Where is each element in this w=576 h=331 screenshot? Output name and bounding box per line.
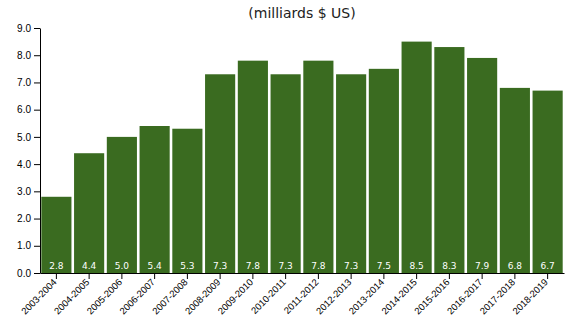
y-tick: 6.0 — [17, 104, 40, 115]
data-label: 7.9 — [475, 261, 490, 271]
y-tick: 8.0 — [17, 50, 40, 61]
x-tick-mark — [154, 273, 155, 279]
x-tick-mark — [121, 273, 122, 279]
y-axis: 0.0 1.0 2.0 3.0 4.0 5.0 6.0 7.0 8.0 9.0 — [17, 23, 40, 279]
bar — [238, 61, 268, 273]
y-tick-mark — [34, 55, 40, 56]
y-tick-label: 1.0 — [17, 240, 31, 251]
bar — [500, 88, 530, 273]
data-label: 7.8 — [246, 261, 261, 271]
bar — [402, 42, 432, 273]
x-tick-mark — [89, 273, 90, 279]
y-tick-mark — [34, 246, 40, 247]
plot-area: 2.8 4.4 5.0 5.4 5.3 7.3 7.8 7.3 7.8 7.3 7.5 8.5 8.3 7… — [17, 23, 564, 317]
bar — [336, 74, 366, 273]
bar — [467, 58, 497, 273]
x-tick-mark — [547, 273, 548, 279]
y-tick-mark — [34, 28, 40, 29]
x-tick-mark — [220, 273, 221, 279]
y-tick-label: 5.0 — [17, 132, 31, 143]
y-tick: 5.0 — [17, 132, 40, 143]
y-tick-label: 0.0 — [17, 268, 31, 279]
x-tick-label: 2018-2019 — [510, 276, 550, 316]
bar — [303, 61, 333, 273]
x-tick-mark — [482, 273, 483, 279]
data-label: 7.3 — [344, 261, 358, 271]
bar — [434, 47, 464, 273]
x-tick-mark — [351, 273, 352, 279]
y-tick-mark — [34, 82, 40, 83]
y-tick: 4.0 — [17, 159, 40, 170]
y-tick-label: 2.0 — [17, 213, 31, 224]
x-tick-mark — [416, 273, 417, 279]
bar — [271, 74, 301, 273]
y-tick-mark — [34, 164, 40, 165]
bar — [107, 137, 137, 273]
x-tick-mark — [318, 273, 319, 279]
data-label: 6.7 — [540, 261, 554, 271]
y-tick-mark — [34, 110, 40, 111]
y-tick-label: 7.0 — [17, 77, 31, 88]
y-tick-mark — [34, 191, 40, 192]
y-tick-label: 6.0 — [17, 104, 31, 115]
bar — [533, 91, 563, 273]
y-tick-label: 8.0 — [17, 50, 31, 61]
chart: 2.8 4.4 5.0 5.4 5.3 7.3 7.8 7.3 7.8 7.3 7.5 8.5 8.3 7… — [0, 0, 576, 331]
data-label: 7.5 — [377, 261, 391, 271]
bar — [74, 153, 104, 273]
y-tick-mark — [34, 273, 40, 274]
y-tick-label: 4.0 — [17, 159, 31, 170]
data-label: 5.3 — [180, 261, 194, 271]
y-tick-label: 9.0 — [17, 23, 31, 34]
x-tick-label: 2009-2010 — [215, 276, 255, 316]
bars — [41, 42, 562, 273]
y-tick: 1.0 — [17, 240, 40, 251]
y-tick-mark — [34, 137, 40, 138]
data-label: 7.8 — [311, 261, 326, 271]
data-label: 8.3 — [442, 261, 456, 271]
data-label: 5.0 — [115, 261, 130, 271]
x-tick-mark — [383, 273, 384, 279]
bar — [41, 197, 71, 273]
x-tick-mark — [56, 273, 57, 279]
x-tick-mark — [514, 273, 515, 279]
data-label: 4.4 — [82, 261, 97, 271]
y-tick-mark — [34, 219, 40, 220]
y-tick: 7.0 — [17, 77, 40, 88]
bar — [369, 69, 399, 273]
y-tick: 0.0 — [17, 268, 40, 279]
x-axis-line — [41, 273, 565, 274]
y-tick-label: 3.0 — [17, 186, 31, 197]
x-axis: 2003-20042004-20052005-20062006-20072007… — [19, 273, 565, 316]
x-tick-mark — [449, 273, 450, 279]
bar — [140, 126, 170, 273]
y-tick: 3.0 — [17, 186, 40, 197]
x-tick-mark — [252, 273, 253, 279]
title: (milliards $ US) — [248, 5, 355, 21]
data-label: 5.4 — [147, 261, 162, 271]
data-label: 8.5 — [409, 261, 423, 271]
x-tick-mark — [187, 273, 188, 279]
bar — [172, 129, 202, 273]
x-tick: 2018-2019 — [510, 273, 550, 316]
data-label: 7.3 — [278, 261, 292, 271]
y-tick: 9.0 — [17, 23, 40, 34]
bar — [205, 74, 235, 273]
data-label: 7.3 — [213, 261, 227, 271]
data-labels: 2.8 4.4 5.0 5.4 5.3 7.3 7.8 7.3 7.8 7.3 7.5 8.5 8.3 7… — [49, 261, 555, 271]
y-axis-line — [40, 29, 41, 274]
x-tick-mark — [285, 273, 286, 279]
data-label: 6.8 — [508, 261, 523, 271]
y-tick: 2.0 — [17, 213, 40, 224]
data-label: 2.8 — [49, 261, 64, 271]
